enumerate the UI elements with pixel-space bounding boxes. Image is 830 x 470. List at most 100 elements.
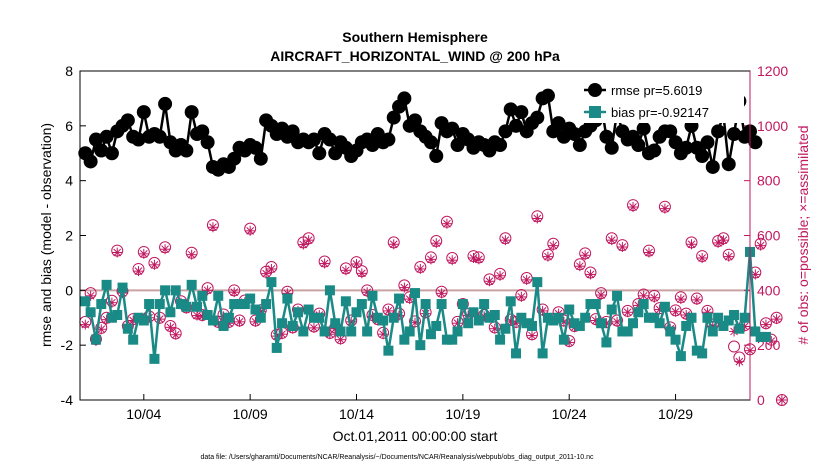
obs-assimilated-point	[516, 291, 527, 302]
x-tick-label: 10/19	[445, 406, 480, 422]
bias-point	[473, 315, 484, 326]
legend-rmse-marker	[588, 83, 602, 97]
bias-point	[553, 312, 564, 323]
bias-point	[106, 312, 117, 323]
obs-assimilated-point	[670, 306, 681, 317]
bias-point	[548, 315, 559, 326]
obs-assimilated-point	[548, 240, 559, 251]
obs-assimilated-point	[495, 270, 506, 281]
bias-point	[255, 312, 266, 323]
rmse-point	[408, 113, 422, 128]
obs-assimilated-point	[436, 288, 447, 299]
bias-point	[601, 337, 612, 348]
bias-point	[117, 282, 128, 293]
bias-point	[425, 329, 436, 340]
bias-point	[245, 293, 256, 304]
obs-assimilated-point	[484, 276, 495, 287]
obs-assimilated-point	[649, 292, 660, 303]
bias-point	[542, 312, 553, 323]
rmse-point	[386, 110, 401, 125]
rmse-point	[530, 110, 545, 125]
bias-point	[388, 312, 399, 323]
bias-point	[511, 348, 522, 359]
bias-point	[718, 320, 729, 331]
bias-point	[495, 334, 506, 345]
x-tick-label: 10/14	[339, 406, 374, 422]
bias-point	[239, 299, 250, 310]
bias-point	[622, 326, 633, 337]
bias-point	[101, 279, 112, 290]
y2-tick-label: 1000	[757, 118, 788, 134]
rmse-point	[450, 138, 465, 153]
bias-point	[261, 299, 272, 310]
obs-possible-point	[775, 394, 788, 406]
bias-point	[213, 290, 224, 301]
rmse-point	[727, 127, 742, 142]
rmse-point	[498, 124, 513, 139]
obs-assimilated-point	[580, 250, 591, 261]
bias-point	[298, 326, 309, 337]
rmse-point	[647, 143, 662, 158]
rmse-point	[248, 140, 263, 155]
bias-point	[564, 304, 575, 315]
obs-assimilated-point	[245, 225, 256, 236]
bias-point	[324, 285, 335, 296]
rmse-series	[78, 88, 763, 177]
rmse-point	[700, 135, 715, 150]
obs-assimilated-point	[750, 269, 761, 280]
obs-assimilated-point	[112, 247, 123, 258]
chart-title: Southern Hemisphere	[342, 29, 488, 45]
bias-point	[282, 293, 293, 304]
bias-point	[697, 348, 708, 359]
bias-point	[191, 301, 202, 312]
bias-point	[362, 326, 373, 337]
bias-point	[383, 345, 394, 356]
rmse-point	[679, 140, 694, 155]
bias-point	[335, 326, 346, 337]
obs-assimilated-point	[85, 290, 96, 301]
bias-point	[165, 307, 176, 318]
x-tick-label: 10/09	[233, 406, 268, 422]
obs-assimilated-point	[447, 255, 458, 266]
rmse-point	[748, 135, 763, 150]
obs-assimilated-point	[266, 263, 277, 274]
bias-point	[580, 312, 591, 323]
bias-point	[633, 307, 644, 318]
obs-assimilated-point	[399, 282, 410, 293]
obs-assimilated-point	[628, 201, 639, 212]
bias-point	[558, 334, 569, 345]
obs-assimilated-point	[574, 261, 585, 272]
rmse-point	[200, 135, 215, 150]
obs-assimilated-point	[191, 310, 202, 321]
bias-point	[500, 323, 511, 334]
legend-rmse-label: rmse pr=5.6019	[611, 83, 702, 98]
bias-point	[729, 310, 740, 321]
y2-tick-label: 800	[757, 173, 781, 189]
rmse-point	[365, 138, 380, 153]
obs-assimilated-point	[431, 238, 442, 249]
bias-point	[176, 299, 187, 310]
rmse-point	[509, 118, 524, 133]
obs-assimilated-point	[596, 289, 607, 300]
y-tick-label: 0	[65, 282, 73, 298]
y-tick-label: -2	[61, 337, 74, 353]
bias-point	[643, 312, 654, 323]
obs-assimilated-point	[659, 203, 670, 214]
bias-point	[90, 334, 101, 345]
x-axis-label: Oct.01,2011 00:00:00 start	[333, 428, 498, 444]
bias-point	[234, 299, 245, 310]
bias-point	[441, 334, 452, 345]
rmse-point	[184, 105, 199, 120]
rmse-point	[445, 121, 460, 136]
obs-assimilated-point	[622, 307, 633, 318]
bias-point	[670, 334, 681, 345]
obs-assimilated-point	[718, 235, 729, 246]
obs-assimilated-point	[186, 249, 197, 260]
rmse-point	[711, 124, 726, 139]
bias-point	[266, 277, 277, 288]
bias-point	[526, 320, 537, 331]
bias-point	[532, 277, 543, 288]
obs-assimilated-point	[643, 247, 654, 258]
bias-point	[207, 315, 218, 326]
bias-point	[447, 334, 458, 345]
